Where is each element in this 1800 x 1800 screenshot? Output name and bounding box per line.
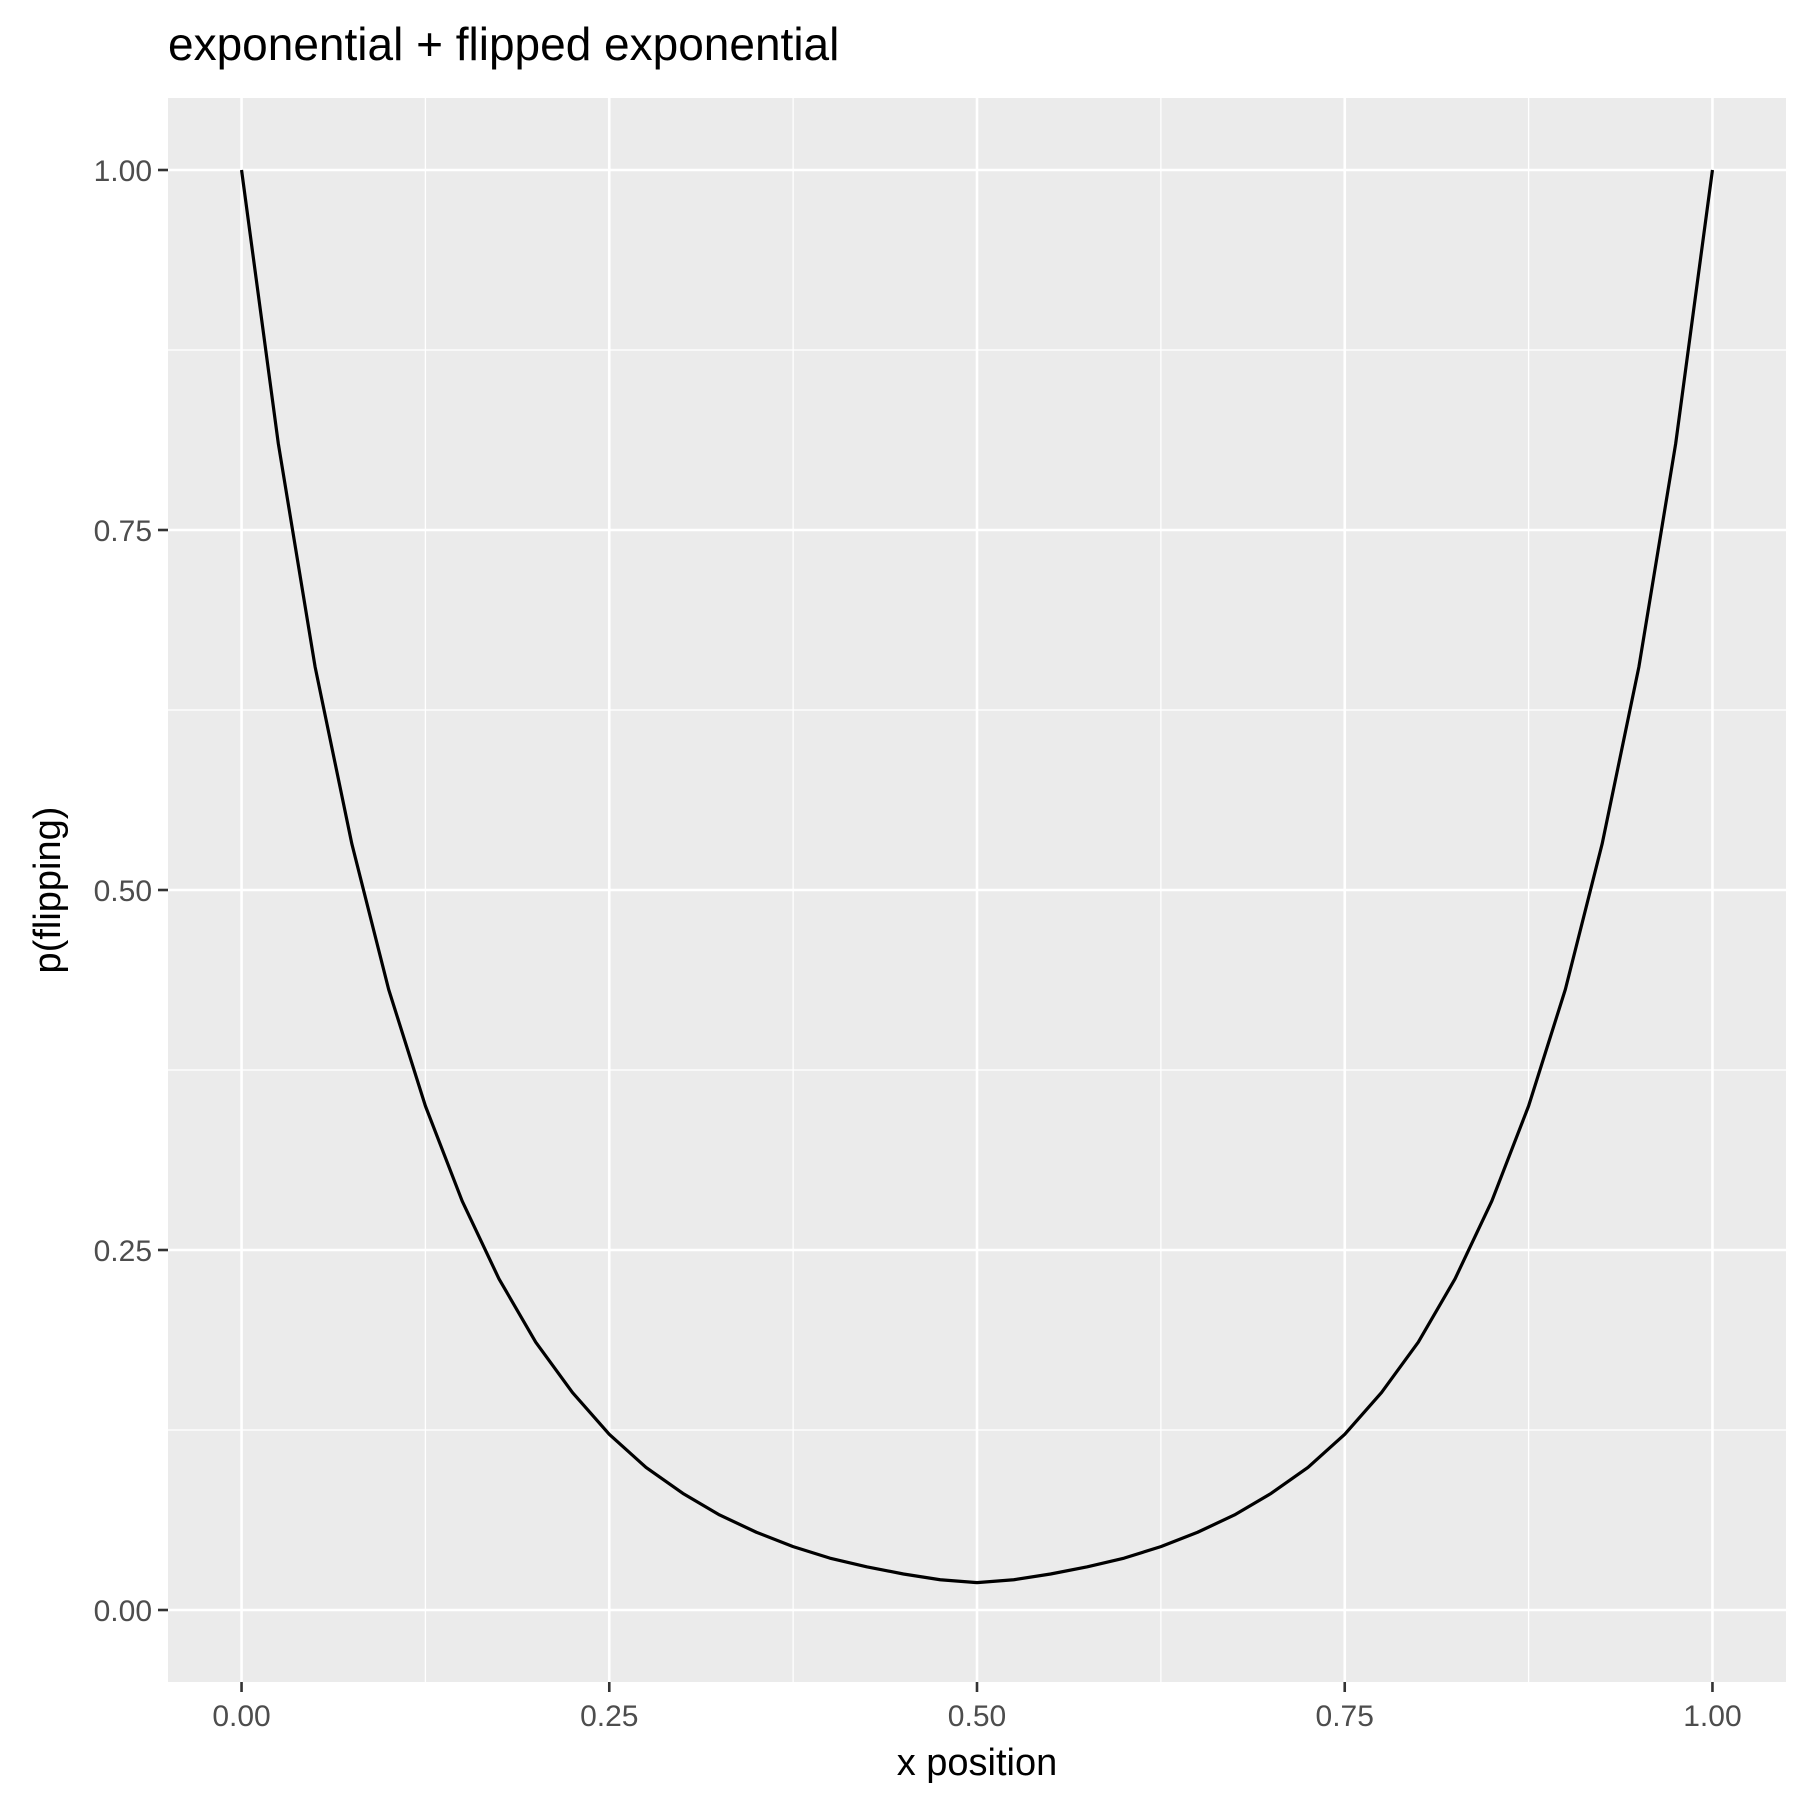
y-axis-title: p(flipping) [27, 807, 69, 974]
x-tick-label: 0.00 [212, 1700, 270, 1733]
series-line [239, 169, 1715, 1585]
x-axis: 0.00 0.25 0.50 0.75 1.00 [212, 1682, 1742, 1733]
x-tick-label: 0.25 [580, 1700, 638, 1733]
x-tick-label: 0.50 [948, 1700, 1006, 1733]
y-axis: 0.00 0.25 0.50 0.75 1.00 [94, 155, 168, 1628]
y-tick-label: 1.00 [94, 155, 152, 188]
x-axis-title: x position [897, 1742, 1058, 1784]
y-tick-label: 0.50 [94, 875, 152, 908]
series-layer [239, 169, 1715, 1585]
x-tick-label: 1.00 [1683, 1700, 1741, 1733]
major-gridlines [168, 98, 1786, 1682]
chart-title: exponential + flipped exponential [168, 18, 839, 70]
y-tick-label: 0.25 [94, 1235, 152, 1268]
y-tick-label: 0.75 [94, 515, 152, 548]
x-tick-label: 0.75 [1316, 1700, 1374, 1733]
y-tick-label: 0.00 [94, 1595, 152, 1628]
